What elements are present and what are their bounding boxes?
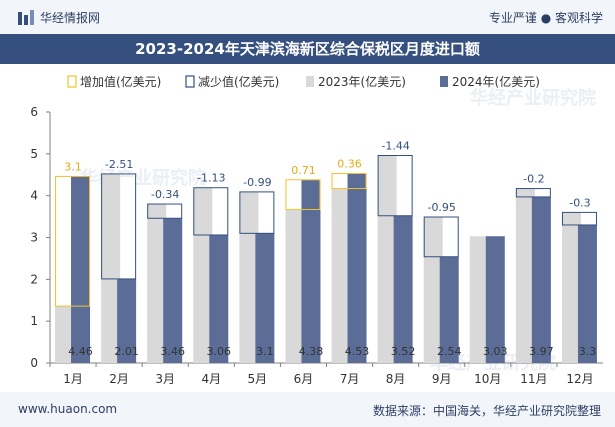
x-tick-label: 2月	[109, 372, 129, 386]
bar-2023	[101, 173, 121, 363]
bar-2023	[147, 204, 167, 363]
change-label: -1.13	[197, 172, 225, 185]
change-label: -1.44	[381, 140, 409, 153]
x-tick-label: 8月	[386, 372, 406, 386]
y-tick-label: 2	[30, 272, 38, 286]
value-label-2024: 3.97	[529, 345, 554, 358]
bar-2024	[117, 278, 137, 363]
x-tick-label: 5月	[248, 372, 268, 386]
bar-2024	[255, 233, 275, 363]
change-label: -2.51	[105, 158, 133, 171]
bar-2024	[71, 176, 91, 363]
legend-label: 2023年(亿美元)	[318, 74, 406, 89]
y-tick-label: 5	[30, 147, 38, 161]
x-tick-label: 4月	[201, 372, 221, 386]
increase-box	[331, 172, 367, 190]
x-tick-label: 1月	[63, 372, 83, 386]
bar-2023	[377, 155, 397, 363]
logo-icon	[18, 10, 34, 25]
y-tick-label: 0	[30, 356, 38, 370]
value-label-2024: 4.53	[345, 345, 370, 358]
legend-label: 2024年(亿美元)	[452, 74, 540, 89]
change-label: -0.34	[151, 188, 179, 201]
value-label-2024: 4.38	[299, 345, 324, 358]
decrease-box	[147, 203, 183, 219]
x-tick-label: 12月	[566, 372, 593, 386]
data-source: 数据来源：中国海关，华经产业研究院整理	[372, 404, 601, 418]
change-label: -0.2	[523, 173, 544, 186]
value-label-2024: 4.46	[68, 345, 93, 358]
change-label: 3.1	[64, 160, 82, 173]
bar-2023	[55, 306, 75, 363]
value-label-2024: 3.03	[483, 345, 508, 358]
legend-swatch-2024	[440, 76, 448, 87]
bar-2023	[331, 188, 351, 363]
bar-2023	[515, 188, 535, 363]
legend-label: 增加值(亿美元)	[80, 74, 161, 89]
y-tick-label: 6	[30, 105, 38, 119]
y-tick-label: 1	[30, 314, 38, 328]
bar-2024	[393, 215, 413, 363]
bar-2023	[561, 212, 581, 363]
change-label: 0.36	[337, 157, 362, 170]
bar-2023	[239, 191, 259, 363]
top-bar: 华经情报网 专业严谨 ● 客观科学	[0, 0, 615, 34]
bar-2024	[485, 236, 505, 363]
bar-2023	[285, 209, 305, 363]
bar-2024	[577, 224, 597, 363]
value-label-2024: 2.54	[437, 345, 462, 358]
x-tick-label: 7月	[340, 372, 360, 386]
value-label-2024: 2.01	[114, 345, 139, 358]
value-label-2024: 3.1	[256, 345, 274, 358]
bar-2024	[301, 179, 321, 363]
slogan: 专业严谨 ● 客观科学	[488, 11, 603, 25]
decrease-box	[561, 211, 597, 226]
chart-title: 2023-2024年天津滨海新区综合保税区月度进口额	[0, 34, 615, 64]
change-label: -0.3	[569, 196, 590, 209]
increase-box	[285, 179, 321, 210]
legend-label: 减少值(亿美元)	[198, 74, 279, 89]
change-label: -0.99	[243, 176, 271, 189]
decrease-box	[239, 191, 275, 234]
footer-bar: www.huaon.com 数据来源：中国海关，华经产业研究院整理	[0, 392, 615, 427]
x-tick-label: 3月	[155, 372, 175, 386]
change-label: 0.71	[291, 164, 316, 177]
decrease-box	[377, 155, 413, 217]
legend-swatch-increase	[67, 75, 77, 88]
decrease-box	[193, 187, 229, 236]
value-label-2024: 3.06	[207, 345, 232, 358]
bar-2023	[469, 236, 489, 363]
y-tick-label: 3	[30, 231, 38, 245]
bar-2024	[347, 173, 367, 363]
bar-2023	[423, 217, 443, 363]
watermark-text: 华经产业研究院	[470, 87, 596, 109]
bar-2023	[193, 187, 213, 363]
value-label-2024: 3.46	[160, 345, 185, 358]
bar-2024	[163, 218, 183, 363]
legend-swatch-2023	[306, 76, 314, 87]
y-tick-label: 4	[30, 189, 38, 203]
bar-2024	[209, 234, 229, 363]
value-label-2024: 3.3	[579, 345, 597, 358]
x-tick-label: 11月	[520, 372, 547, 386]
increase-box	[55, 175, 91, 307]
website-link[interactable]: www.huaon.com	[18, 402, 118, 416]
legend-swatch-decrease	[185, 75, 195, 88]
change-label: -0.95	[427, 201, 455, 214]
bar-2024	[531, 196, 551, 363]
x-tick-label: 10月	[474, 372, 501, 386]
decrease-box	[101, 173, 137, 280]
x-tick-label: 6月	[294, 372, 314, 386]
value-label-2024: 3.52	[391, 345, 416, 358]
brand-name: 华经情报网	[40, 11, 101, 25]
watermark-text: 华经产业研究院	[80, 167, 206, 189]
x-tick-label: 9月	[432, 372, 452, 386]
bar-chart: 华经产业研究院华经产业研究院华经产业研究院增加值(亿美元)减少值(亿美元)202…	[30, 74, 603, 386]
bar-2024	[439, 256, 459, 363]
decrease-box	[423, 216, 459, 258]
decrease-box	[515, 188, 551, 198]
